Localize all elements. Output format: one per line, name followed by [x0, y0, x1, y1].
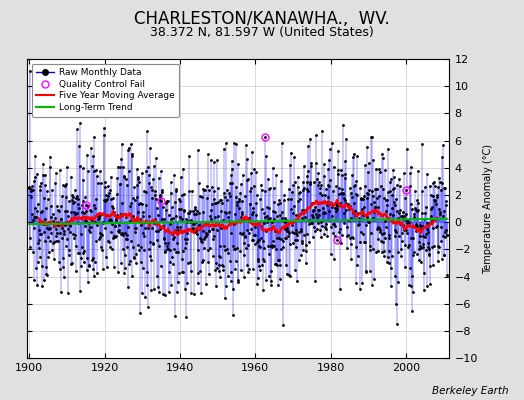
- Text: CHARLESTON/KANAWHA.,  WV.: CHARLESTON/KANAWHA., WV.: [134, 10, 390, 28]
- Text: 38.372 N, 81.597 W (United States): 38.372 N, 81.597 W (United States): [150, 26, 374, 39]
- Text: Berkeley Earth: Berkeley Earth: [432, 386, 508, 396]
- Y-axis label: Temperature Anomaly (°C): Temperature Anomaly (°C): [483, 144, 493, 274]
- Legend: Raw Monthly Data, Quality Control Fail, Five Year Moving Average, Long-Term Tren: Raw Monthly Data, Quality Control Fail, …: [32, 64, 179, 117]
